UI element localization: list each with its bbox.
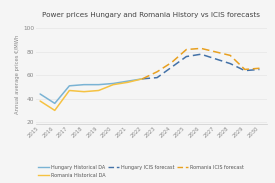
Title: Power prices Hungary and Romania History vs ICIS forecasts: Power prices Hungary and Romania History… — [42, 12, 260, 18]
Y-axis label: Annual average prices €/MWh: Annual average prices €/MWh — [15, 34, 20, 114]
Legend: Hungary Historical DA, Romania Historical DA, Hungary ICIS forecast, Romania ICI: Hungary Historical DA, Romania Historica… — [38, 165, 244, 178]
